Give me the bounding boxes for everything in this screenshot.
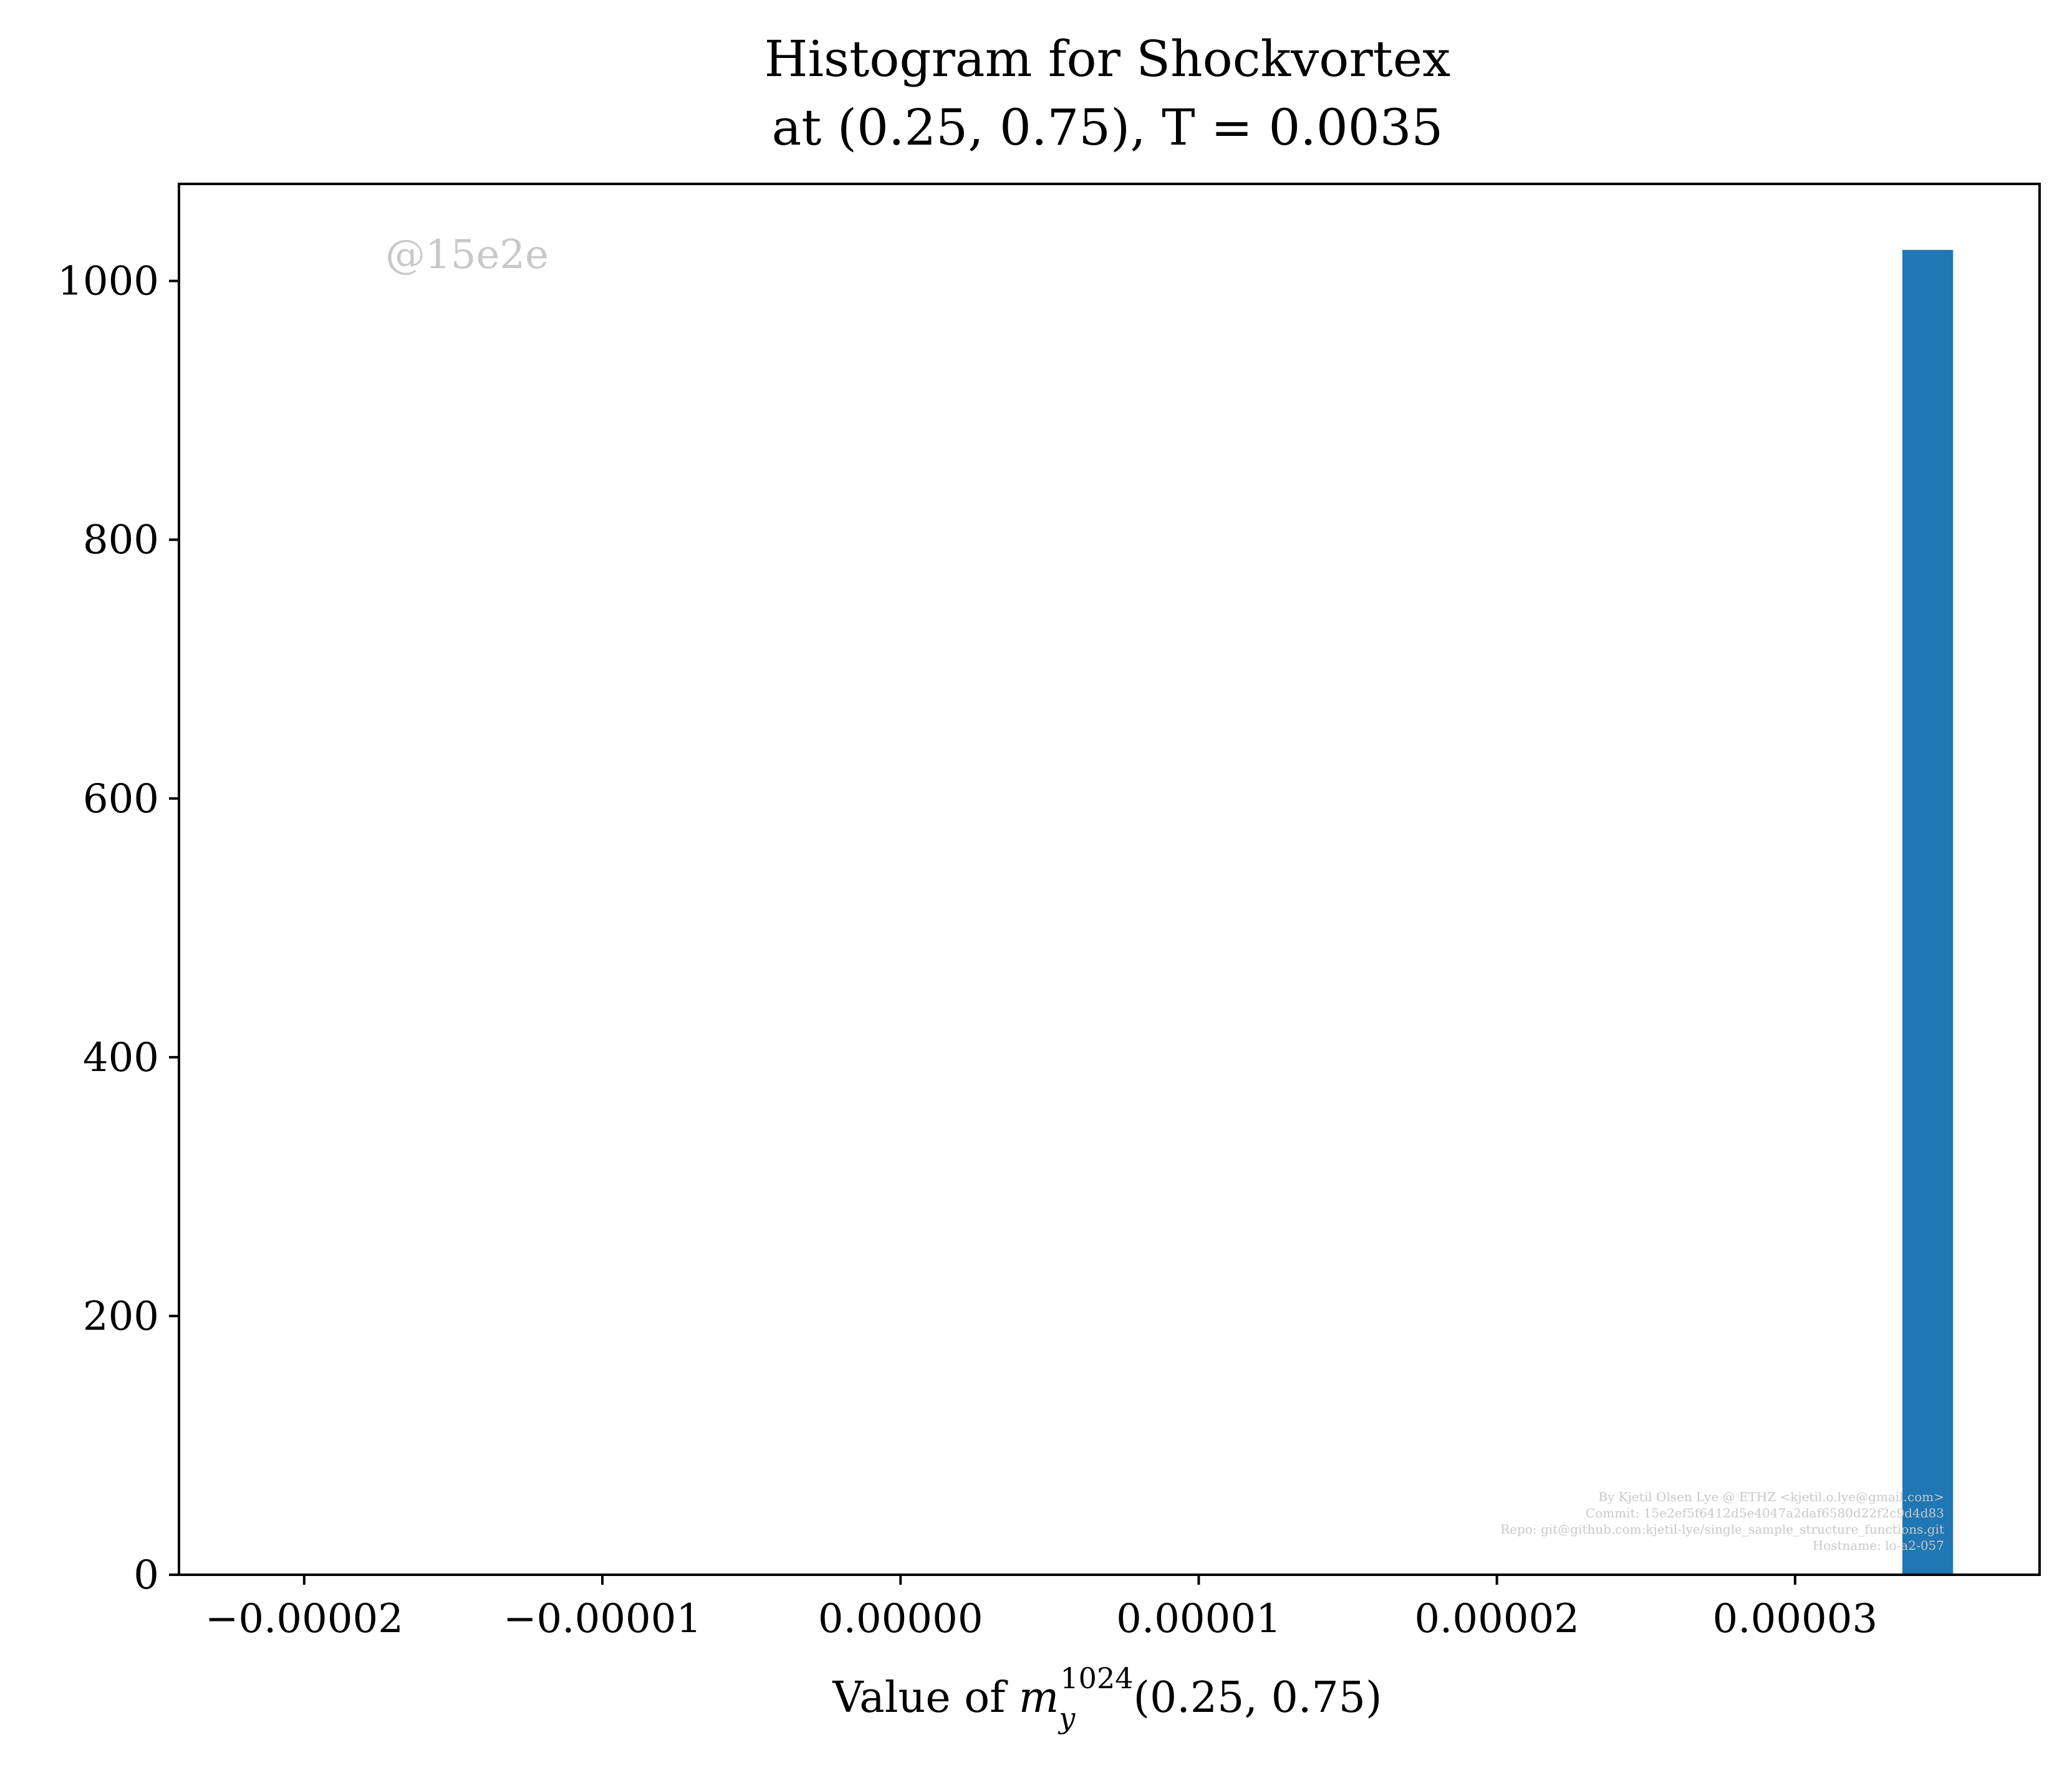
watermark-text: @15e2e bbox=[385, 232, 549, 278]
y-tick-label: 800 bbox=[83, 517, 159, 564]
y-tick-label: 1000 bbox=[57, 259, 159, 305]
y-tick-label: 600 bbox=[83, 776, 159, 822]
plot-frame bbox=[178, 183, 2041, 1576]
credits-line: Hostname: lo-a2-057 bbox=[1813, 1538, 1944, 1553]
x-tick-label: 0.00001 bbox=[1116, 1596, 1281, 1642]
histogram-bar bbox=[1902, 249, 1954, 1575]
x-axis-label: Value of my1024(0.25, 0.75) bbox=[832, 1661, 1382, 1735]
credits-line: Repo: git@github.com:kjetil-lye/single_s… bbox=[1500, 1522, 1944, 1537]
x-tick-label: 0.00002 bbox=[1414, 1596, 1579, 1642]
chart-title-line2: at (0.25, 0.75), T = 0.0035 bbox=[772, 98, 1443, 156]
y-tick-label: 0 bbox=[133, 1552, 159, 1598]
x-tick-label: 0.00000 bbox=[818, 1596, 983, 1642]
x-axis-ticks: −0.00002 −0.00001 0.00000 0.00001 0.00002 0.0… bbox=[205, 1575, 1877, 1642]
credits-line: By Kjetil Olsen Lye @ ETHZ <kjetil.o.lye… bbox=[1598, 1489, 1944, 1504]
y-axis-ticks: 0 200 400 600 800 1000 bbox=[57, 259, 179, 1598]
chart-title-line1: Histogram for Shockvortex bbox=[764, 30, 1451, 88]
credits-block: By Kjetil Olsen Lye @ ETHZ <kjetil.o.lye… bbox=[1500, 1489, 1944, 1553]
credits-line: Commit: 15e2ef5f6412d5e4047a2daf6580d22f… bbox=[1586, 1506, 1944, 1521]
x-tick-label: −0.00002 bbox=[205, 1596, 403, 1642]
x-tick-label: 0.00003 bbox=[1713, 1596, 1878, 1642]
x-tick-label: −0.00001 bbox=[503, 1596, 701, 1642]
y-tick-label: 400 bbox=[83, 1035, 159, 1081]
y-tick-label: 200 bbox=[83, 1294, 159, 1340]
bars-layer bbox=[1902, 249, 1954, 1575]
